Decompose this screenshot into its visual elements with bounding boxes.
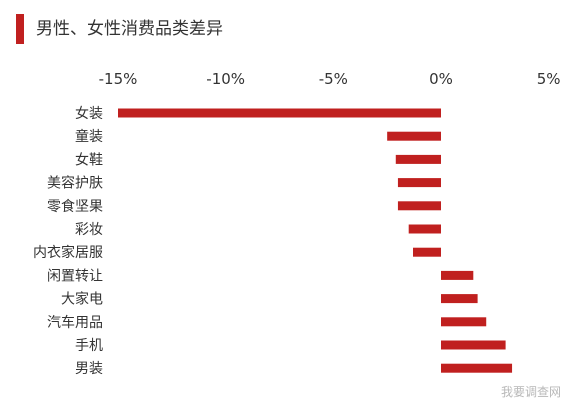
- category-label: 手机: [75, 338, 103, 354]
- title-accent-bar: [16, 14, 24, 44]
- bar: [441, 363, 513, 373]
- bars: [118, 108, 513, 373]
- x-tick-label: -15%: [99, 70, 138, 88]
- category-label: 闲置转让: [47, 268, 103, 284]
- x-tick-label: 5%: [537, 70, 561, 88]
- category-label: 内衣家居服: [33, 244, 103, 261]
- bar: [387, 131, 441, 141]
- category-label: 女装: [75, 105, 103, 122]
- category-label: 零食坚果: [47, 198, 103, 215]
- bar: [397, 201, 441, 211]
- category-label: 大家电: [61, 291, 103, 308]
- bar: [413, 247, 441, 257]
- category-label: 童装: [75, 128, 103, 145]
- category-label: 汽车用品: [47, 314, 103, 331]
- bar: [397, 178, 441, 188]
- bar: [441, 340, 506, 350]
- bar: [408, 224, 441, 234]
- x-tick-label: -10%: [206, 70, 245, 88]
- category-label: 男装: [75, 361, 103, 377]
- bar: [441, 317, 487, 327]
- chart-title: 男性、女性消费品类差异: [36, 19, 223, 39]
- x-tick-label: 0%: [429, 70, 453, 88]
- x-axis-ticks: -15% -10% -5% 0% 5%: [99, 70, 561, 88]
- bar: [118, 108, 441, 118]
- bar: [441, 294, 478, 304]
- category-label: 女鞋: [75, 151, 103, 168]
- bar: [395, 154, 441, 164]
- bar: [441, 270, 474, 280]
- x-tick-label: -5%: [319, 70, 348, 88]
- category-label: 美容护肤: [47, 175, 103, 192]
- watermark: 我要调查网: [500, 385, 561, 399]
- category-label: 彩妆: [75, 222, 103, 238]
